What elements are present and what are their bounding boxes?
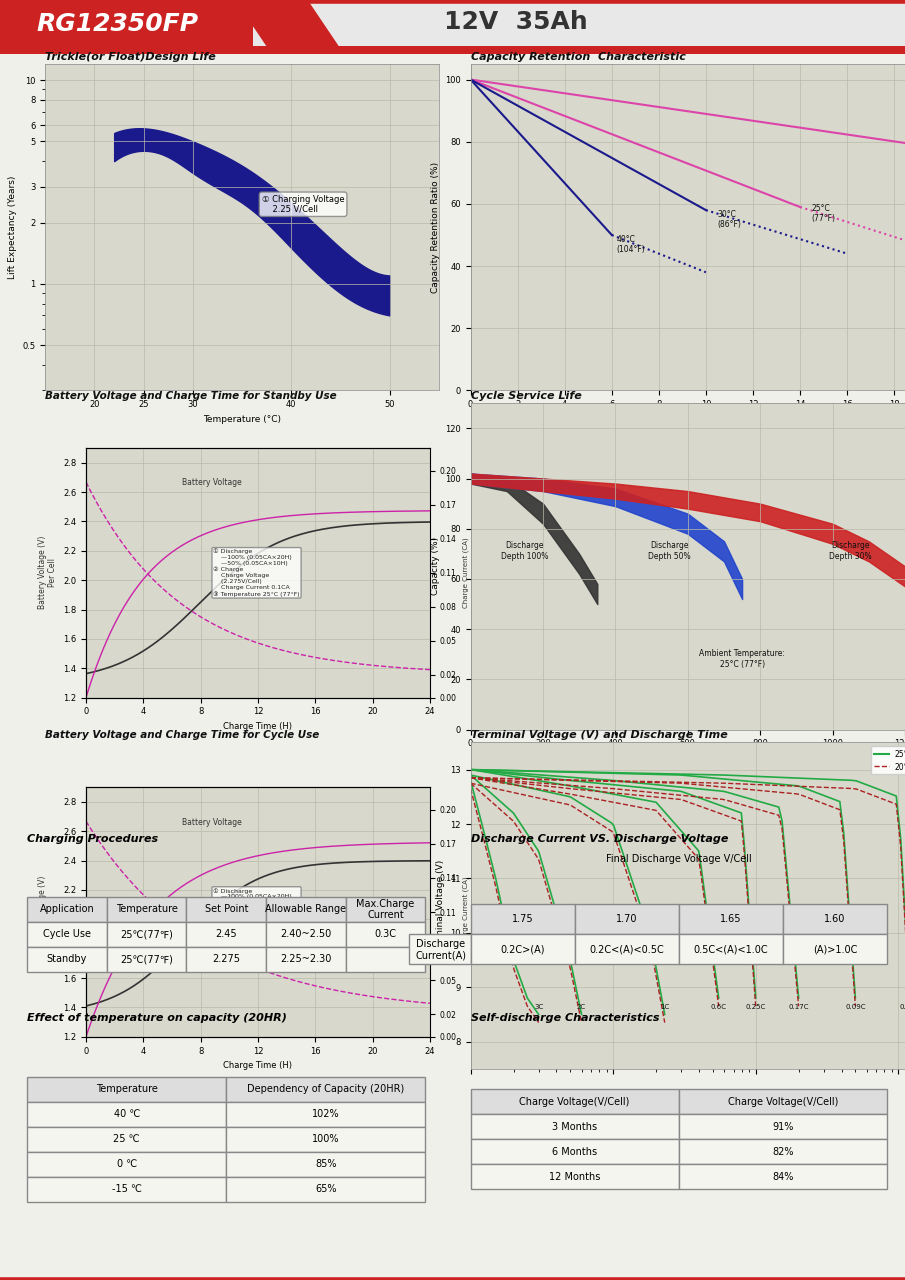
Y-axis label: Capacity (%): Capacity (%)	[431, 538, 440, 595]
Text: 12V  35Ah: 12V 35Ah	[444, 9, 587, 33]
Text: Discharge Current VS. Discharge Voltage: Discharge Current VS. Discharge Voltage	[471, 835, 728, 844]
Text: Ambient Temperature:
25°C (77°F): Ambient Temperature: 25°C (77°F)	[700, 649, 785, 669]
Polygon shape	[235, 0, 344, 54]
Text: Effect of temperature on capacity (20HR): Effect of temperature on capacity (20HR)	[27, 1014, 287, 1023]
Text: RG12350FP: RG12350FP	[36, 13, 199, 36]
X-axis label: Charge Time (H): Charge Time (H)	[224, 1061, 292, 1070]
Text: 40°C
(104°F): 40°C (104°F)	[616, 234, 645, 253]
Text: Battery Voltage and Charge Time for Cycle Use: Battery Voltage and Charge Time for Cycl…	[45, 730, 319, 740]
Battery Voltage	[407, 515, 418, 530]
Y-axis label: Charge Current (CA): Charge Current (CA)	[462, 877, 469, 947]
Text: Final Discharge Voltage V/Cell: Final Discharge Voltage V/Cell	[605, 854, 752, 864]
Text: 0.6C: 0.6C	[710, 1004, 727, 1010]
Text: Cycle Service Life: Cycle Service Life	[471, 390, 581, 401]
Battery Voltage	[395, 515, 406, 530]
Bar	[253, 46, 905, 54]
Battery Voltage	[94, 663, 105, 678]
Y-axis label: Terminal Voltage (V): Terminal Voltage (V)	[435, 860, 444, 951]
Battery Voltage	[145, 639, 156, 654]
Battery Voltage	[172, 617, 183, 632]
Text: Terminal Voltage (V) and Discharge Time: Terminal Voltage (V) and Discharge Time	[471, 730, 728, 740]
X-axis label: Temperature (°C): Temperature (°C)	[203, 415, 281, 424]
Text: Discharge
Depth 100%: Discharge Depth 100%	[501, 541, 548, 561]
X-axis label: Number of Cycles (Times): Number of Cycles (Times)	[647, 754, 765, 763]
FancyBboxPatch shape	[0, 0, 344, 54]
Text: 30°C
(86°F): 30°C (86°F)	[718, 210, 741, 229]
Battery Voltage	[81, 666, 91, 681]
Text: ① Discharge
    —100% (0.05CA×20H)
    —50% (0.05CA×10H)
② Charge
    Charge Vol: ① Discharge —100% (0.05CA×20H) —50% (0.0…	[214, 888, 300, 936]
Text: Trickle(or Float)Design Life: Trickle(or Float)Design Life	[45, 51, 216, 61]
Legend: 25°C/77°F, 20°C/68°F: 25°C/77°F, 20°C/68°F	[871, 746, 905, 774]
X-axis label: Storage Period (Month): Storage Period (Month)	[653, 415, 758, 424]
Battery Voltage	[424, 515, 435, 530]
Y-axis label: Battery Voltage (V)
Per Cell: Battery Voltage (V) Per Cell	[38, 876, 57, 948]
Battery Voltage	[101, 660, 112, 676]
Text: Capacity Retention  Characteristic: Capacity Retention Characteristic	[471, 51, 685, 61]
Y-axis label: Lift Expectancy (Years): Lift Expectancy (Years)	[8, 175, 17, 279]
Text: 25°C
(77°F): 25°C (77°F)	[812, 204, 836, 223]
Text: Battery Voltage and Charge Time for Standby Use: Battery Voltage and Charge Time for Stan…	[45, 390, 337, 401]
Text: Discharge
Depth 50%: Discharge Depth 50%	[648, 541, 691, 561]
Text: Charging Procedures: Charging Procedures	[27, 835, 158, 844]
Text: 0.25C: 0.25C	[746, 1004, 766, 1010]
Text: 3C: 3C	[534, 1004, 543, 1010]
Y-axis label: Charge Quantity (%): Charge Quantity (%)	[499, 536, 505, 609]
Y-axis label: Battery Voltage (V)
Per Cell: Battery Voltage (V) Per Cell	[38, 536, 57, 609]
Text: 2C: 2C	[577, 1004, 586, 1010]
Y-axis label: Charge Current (CA): Charge Current (CA)	[462, 538, 469, 608]
Text: 0.09C: 0.09C	[845, 1004, 865, 1010]
Text: Battery Voltage: Battery Voltage	[182, 818, 242, 827]
Text: 0.05C: 0.05C	[900, 1004, 905, 1010]
Text: Self-discharge Characteristics: Self-discharge Characteristics	[471, 1014, 659, 1023]
Text: ① Discharge
    —100% (0.05CA×20H)
    —50% (0.05CA×10H)
② Charge
    Charge Vol: ① Discharge —100% (0.05CA×20H) —50% (0.0…	[214, 549, 300, 596]
Text: Battery Voltage: Battery Voltage	[182, 479, 242, 488]
Text: 0.17C: 0.17C	[788, 1004, 809, 1010]
Y-axis label: Capacity Retention Ratio (%): Capacity Retention Ratio (%)	[431, 161, 440, 293]
Text: ① Charging Voltage
    2.25 V/Cell: ① Charging Voltage 2.25 V/Cell	[262, 195, 345, 214]
Line: Battery Voltage: Battery Voltage	[86, 522, 430, 673]
Text: 1C: 1C	[660, 1004, 670, 1010]
Text: Discharge
Depth 30%: Discharge Depth 30%	[829, 541, 872, 561]
Y-axis label: Charge Quantity (%): Charge Quantity (%)	[499, 876, 505, 948]
X-axis label: Charge Time (H): Charge Time (H)	[224, 722, 292, 731]
FancyBboxPatch shape	[253, 0, 905, 54]
